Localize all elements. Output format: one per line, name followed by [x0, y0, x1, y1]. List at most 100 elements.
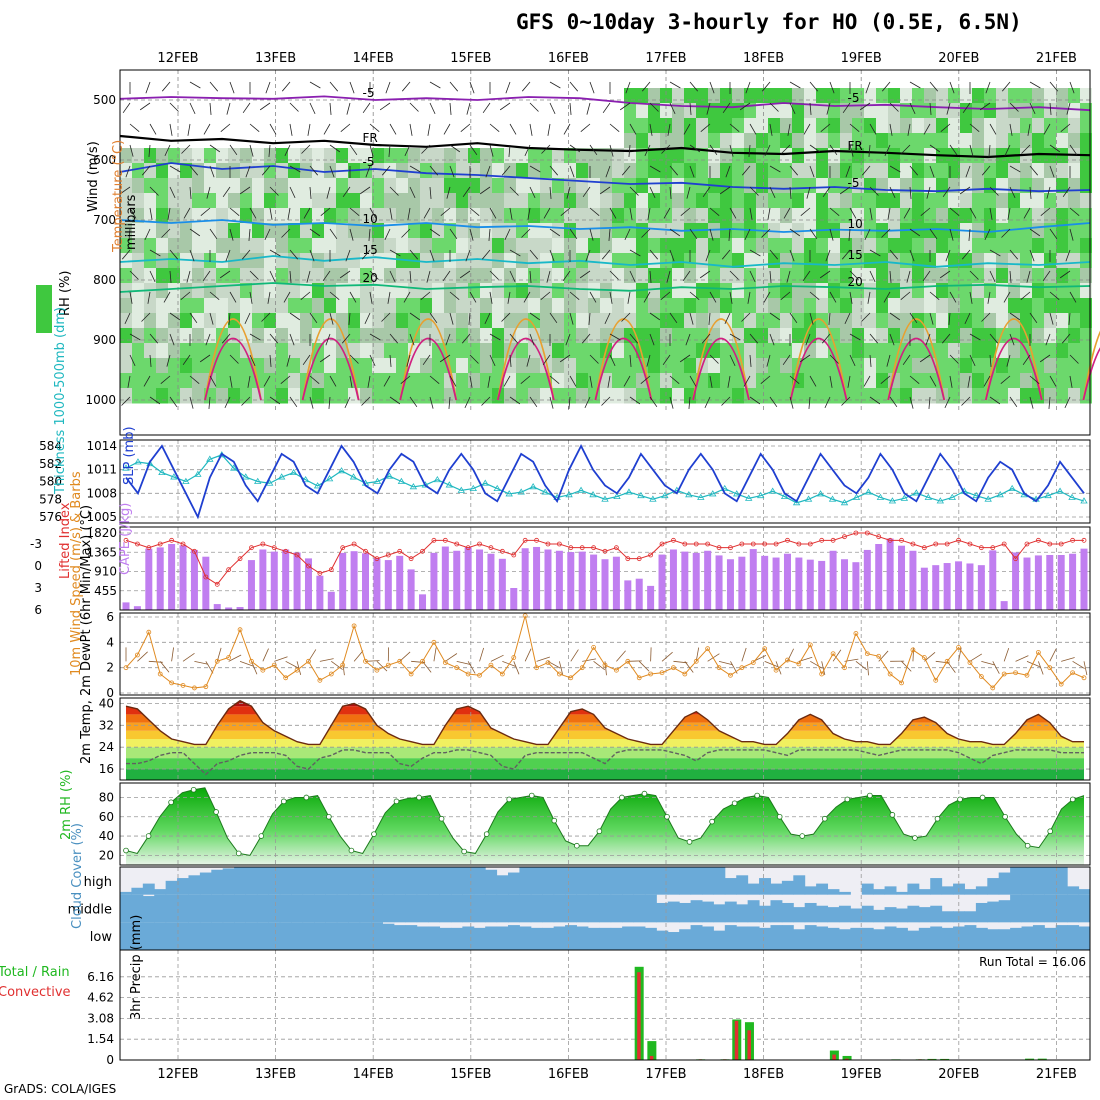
- cape-bar: [122, 602, 130, 610]
- wind-barb: [449, 144, 461, 153]
- surface-wind-barb: [1061, 657, 1075, 662]
- cape-bar: [726, 559, 734, 610]
- rh-cell: [552, 343, 564, 359]
- rh-cell: [204, 283, 216, 299]
- rh-cell: [900, 343, 912, 359]
- wind-barb: [367, 375, 371, 388]
- rh-cell: [768, 103, 780, 119]
- surface-wind-barb: [445, 653, 458, 662]
- wind-barb: [186, 270, 191, 283]
- wind-barb: [629, 207, 633, 220]
- wind-barb: [749, 270, 756, 283]
- wind-barb: [148, 144, 151, 157]
- rh-area: [126, 787, 1084, 865]
- rh-cell: [312, 388, 324, 404]
- cape-panel-frame: [119, 526, 1091, 611]
- rh-cell: [576, 343, 588, 359]
- rh-cell: [468, 283, 480, 299]
- rh-cell: [1032, 283, 1044, 299]
- wind-barb: [822, 186, 831, 198]
- wind-barb: [509, 123, 517, 135]
- temp-line: [125, 699, 1084, 746]
- temperature-contour-25: [496, 337, 555, 401]
- thickness-point: [505, 490, 513, 497]
- rh-cell: [288, 313, 300, 329]
- rh-cell: [1020, 373, 1032, 389]
- rh-cell: [456, 163, 468, 179]
- rh-cell: [960, 103, 972, 119]
- rh-cell: [252, 208, 264, 224]
- lifted-index-point: [180, 541, 186, 547]
- precip-convective-bar: [734, 1020, 739, 1060]
- cloud-cell: [359, 894, 372, 923]
- rh-cell: [576, 193, 588, 209]
- wind-barb: [829, 81, 835, 94]
- rh-cell: [912, 193, 924, 209]
- cape-bar: [407, 569, 415, 610]
- rh-cell: [684, 148, 696, 164]
- wind-barb: [569, 102, 572, 115]
- wind-barb: [406, 354, 411, 367]
- rh-cell: [372, 193, 384, 209]
- cape-bar: [977, 565, 985, 610]
- rh-cell: [264, 388, 276, 404]
- rh-cell: [708, 283, 720, 299]
- wind-barb: [169, 249, 179, 260]
- wind-barb: [242, 102, 251, 114]
- rh-cell: [600, 178, 612, 194]
- rh-cell: [756, 343, 768, 359]
- cape-bar: [943, 563, 951, 610]
- rh-cell: [960, 328, 972, 344]
- cape-bar: [920, 567, 928, 610]
- lifted-index-point: [648, 552, 654, 558]
- rh-cell: [144, 223, 156, 239]
- rh-cell: [528, 313, 540, 329]
- thickness-point: [517, 488, 525, 495]
- rh-cell: [276, 328, 288, 344]
- rh-cell: [420, 253, 432, 269]
- rh-cell: [300, 118, 312, 134]
- rh-cell: [216, 193, 228, 209]
- lifted-index-point: [978, 545, 984, 551]
- wind-barb: [149, 396, 161, 405]
- wind-barb: [949, 375, 953, 388]
- wind-barb: [361, 249, 371, 260]
- wind-barb: [389, 270, 396, 283]
- rh-cell: [732, 373, 744, 389]
- rh-cell: [528, 388, 540, 404]
- rh-cell: [720, 358, 732, 374]
- wind-barb: [819, 270, 831, 279]
- thickness-point: [816, 490, 825, 497]
- wind-barb: [869, 123, 877, 135]
- rh-cell: [252, 343, 264, 359]
- wind-barb: [669, 249, 675, 262]
- rh-cell: [216, 163, 228, 179]
- rh-cell: [432, 268, 444, 284]
- cloud-cell: [667, 867, 680, 895]
- wind-barb: [880, 375, 891, 385]
- run-total-label: Run Total = 16.06: [979, 955, 1086, 969]
- rh-cell: [1056, 163, 1068, 179]
- rh-cell: [408, 283, 420, 299]
- cloud-cell: [1032, 894, 1045, 923]
- lifted-index-point: [944, 541, 950, 547]
- lifted-index-point: [237, 556, 243, 562]
- surface-wind-barb: [661, 651, 673, 662]
- rh-cell: [504, 268, 516, 284]
- rh-cell: [804, 88, 816, 104]
- wind-barb: [167, 207, 171, 220]
- rh-cell: [672, 358, 684, 374]
- wind-barb: [409, 396, 418, 408]
- lifted-index-point: [591, 545, 596, 551]
- surface-wind-barb: [558, 661, 564, 676]
- rh-cell: [936, 343, 948, 359]
- cloud-cell: [416, 926, 429, 950]
- rh-cell: [456, 343, 468, 359]
- rh-cell: [756, 118, 768, 134]
- wind-barb: [163, 291, 171, 303]
- wind-speed-point: [1047, 665, 1053, 671]
- rh-cell: [432, 388, 444, 404]
- lifted-index-point: [317, 570, 323, 576]
- wind-barb: [569, 228, 578, 240]
- rh-cell: [624, 163, 636, 179]
